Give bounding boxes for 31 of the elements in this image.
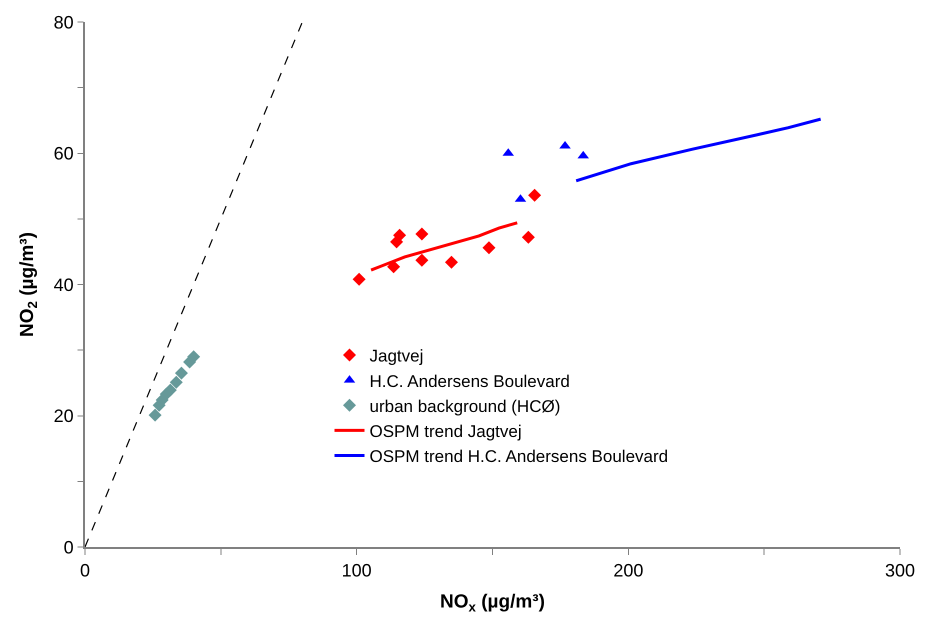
- point: [170, 376, 183, 389]
- x-tick-label: 100: [342, 560, 372, 580]
- legend-label: OSPM trend Jagtvej: [370, 422, 522, 441]
- point: [482, 241, 496, 254]
- point: [352, 272, 366, 286]
- line-series: [370, 221, 519, 272]
- point: [444, 256, 458, 269]
- y-tick-label: 60: [54, 144, 74, 164]
- legend-label: urban background (HCØ): [370, 396, 560, 416]
- point: [522, 230, 535, 244]
- point: [415, 254, 428, 267]
- y-tick-label: 20: [54, 406, 74, 426]
- point: [148, 408, 162, 422]
- x-tick-label: 0: [80, 560, 90, 580]
- legend-label: OSPM trend H.C. Andersens Boulevard: [370, 447, 668, 466]
- point: [528, 188, 542, 202]
- point: [415, 227, 428, 240]
- point: [187, 350, 200, 364]
- x-tick-label: 200: [613, 560, 644, 580]
- x-axis-title: NO$_{x}$ (µg/m³): [440, 592, 545, 615]
- legend-label: Jagtvej: [370, 346, 424, 366]
- point: [393, 228, 406, 242]
- x-tick-label: 300: [884, 560, 916, 580]
- y-tick-label: 40: [54, 274, 74, 295]
- point: [387, 260, 400, 274]
- legend-label: H.C. Andersens Boulevard: [370, 372, 570, 391]
- y-tick-label: 80: [54, 12, 74, 32]
- y-tick-label: 0: [64, 537, 74, 558]
- line-series: [574, 118, 822, 182]
- point: [164, 384, 177, 397]
- point: [174, 366, 188, 380]
